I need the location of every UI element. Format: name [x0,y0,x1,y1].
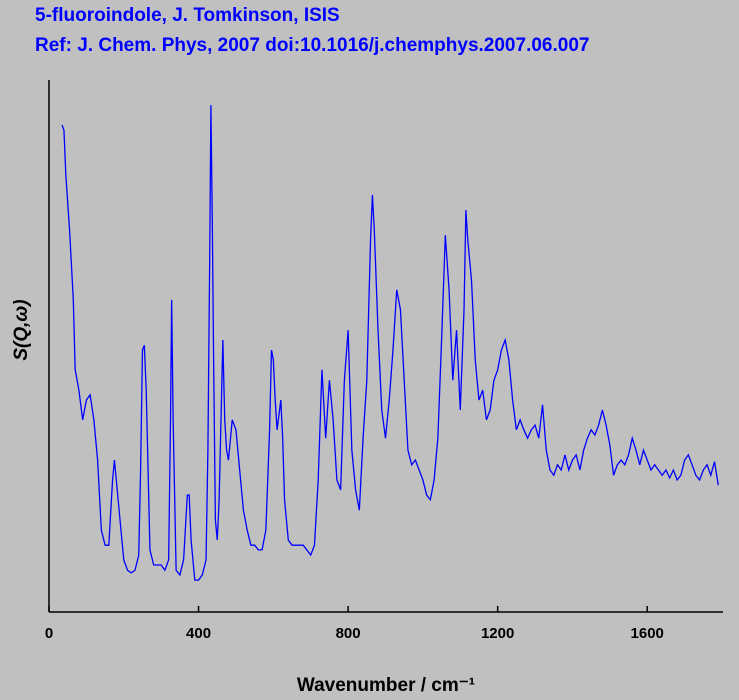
x-axis-label: Wavenumber / cm⁻¹ [297,675,475,696]
x-tick-label: 800 [336,625,361,642]
x-tick-label: 1200 [481,625,514,642]
x-tick-label: 0 [45,625,53,642]
chart-title: 5-fluoroindole, J. Tomkinson, ISIS [35,5,340,26]
y-axis-label: S(Q,ω) [11,299,32,360]
x-tick-label: 1600 [631,625,664,642]
spectrum-line [61,105,719,581]
chart-subtitle: Ref: J. Chem. Phys, 2007 doi:10.1016/j.c… [35,35,589,56]
x-tick-label: 400 [186,625,211,642]
